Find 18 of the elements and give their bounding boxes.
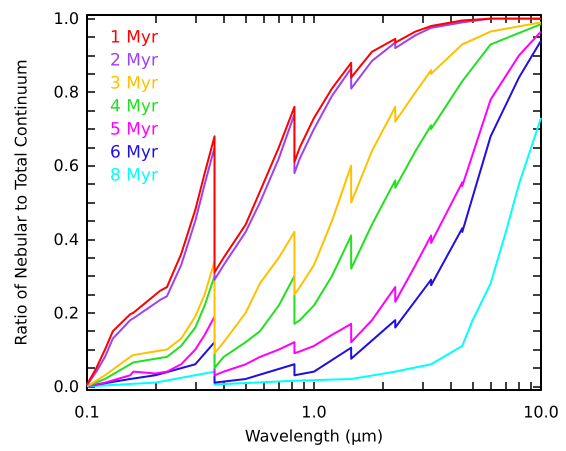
text: 1 Myr <box>110 28 158 48</box>
y-tick-label: 0.4 <box>54 230 79 249</box>
text: 4 Myr <box>110 96 158 116</box>
y-tick-label: 0.2 <box>54 303 79 322</box>
y-tick-label: 0.0 <box>54 376 79 396</box>
x-axis-title: Wavelength (μm) <box>244 426 384 446</box>
text: 5 Myr <box>110 120 158 140</box>
y-tick-label: 0.8 <box>54 82 79 102</box>
y-tick-label: 0.6 <box>54 156 79 176</box>
text: 8 Myr <box>110 166 158 186</box>
text: 2 Myr <box>110 50 158 70</box>
x-tick-label: 10.0 <box>523 402 559 422</box>
x-tick-label: 1.0 <box>301 402 327 422</box>
text: 6 Myr <box>110 142 158 162</box>
x-tick-label: 0.1 <box>74 402 100 422</box>
y-axis-title: Ratio of Nebular to Total Continuum <box>12 59 30 346</box>
text: 3 Myr <box>110 74 158 94</box>
y-tick-label: 1.0 <box>54 9 79 28</box>
